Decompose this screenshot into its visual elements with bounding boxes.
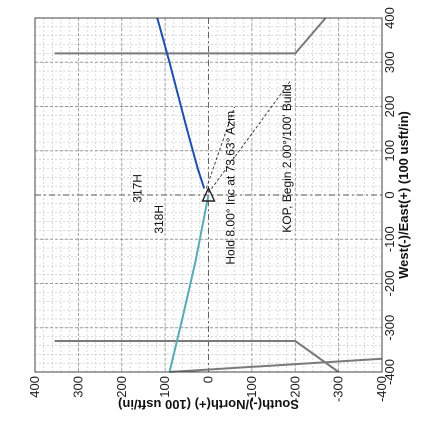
y-tick-label: -400 [374, 376, 389, 402]
y-tick-label: -100 [244, 376, 259, 402]
series-line-318H [168, 194, 210, 373]
y-tick-label: 400 [27, 376, 42, 398]
wellhead-marker [201, 186, 216, 202]
x-axis-title: West(-)/East(+) (100 usft/in) [396, 111, 411, 279]
boundary-line [54, 17, 327, 55]
series-label-317H: 317H [130, 174, 144, 203]
y-tick-labels: -400 -300 -200 -100 0 100 200 300 400 [27, 376, 389, 402]
y-tick-label: 300 [70, 376, 85, 398]
annotation-leader [208, 80, 292, 194]
boundary-line [169, 357, 383, 373]
y-tick-label: -200 [287, 376, 302, 402]
annotation-label: KOP, Begin 2.00°/100' Build [280, 84, 294, 232]
series-label-318H: 318H [152, 205, 166, 234]
x-tick-label: 0 [382, 191, 397, 198]
x-tick-label: 300 [382, 51, 397, 73]
y-tick-label: 0 [201, 376, 216, 383]
lease-boundaries [54, 17, 383, 373]
x-tick-label: -100 [382, 226, 397, 252]
y-tick-label: 200 [114, 376, 129, 398]
x-tick-label: -400 [382, 359, 397, 385]
series-line-317H [156, 17, 206, 189]
y-axis-title: South(-)/North(+) (100 usft/in) [118, 397, 299, 412]
x-tick-label: 200 [382, 96, 397, 118]
x-tick-label: 400 [382, 7, 397, 29]
y-tick-label: -300 [331, 376, 346, 402]
annotation-label: Hold 8.00° Inc at 73.63° Azm [224, 111, 238, 265]
x-tick-label: -200 [382, 270, 397, 296]
boundary-line [54, 340, 340, 373]
x-tick-labels: -400 -300 -200 -100 0 100 200 300 400 [382, 7, 397, 385]
y-tick-label: 100 [157, 376, 172, 398]
x-tick-label: 100 [382, 140, 397, 162]
annotation-leader [205, 106, 235, 189]
plot-frame [34, 17, 383, 373]
plan-series: 318H 317H [130, 17, 216, 373]
annotations: Hold 8.00° Inc at 73.63° Azm KOP, Begin 2… [205, 80, 294, 265]
x-tick-label: -300 [382, 315, 397, 341]
